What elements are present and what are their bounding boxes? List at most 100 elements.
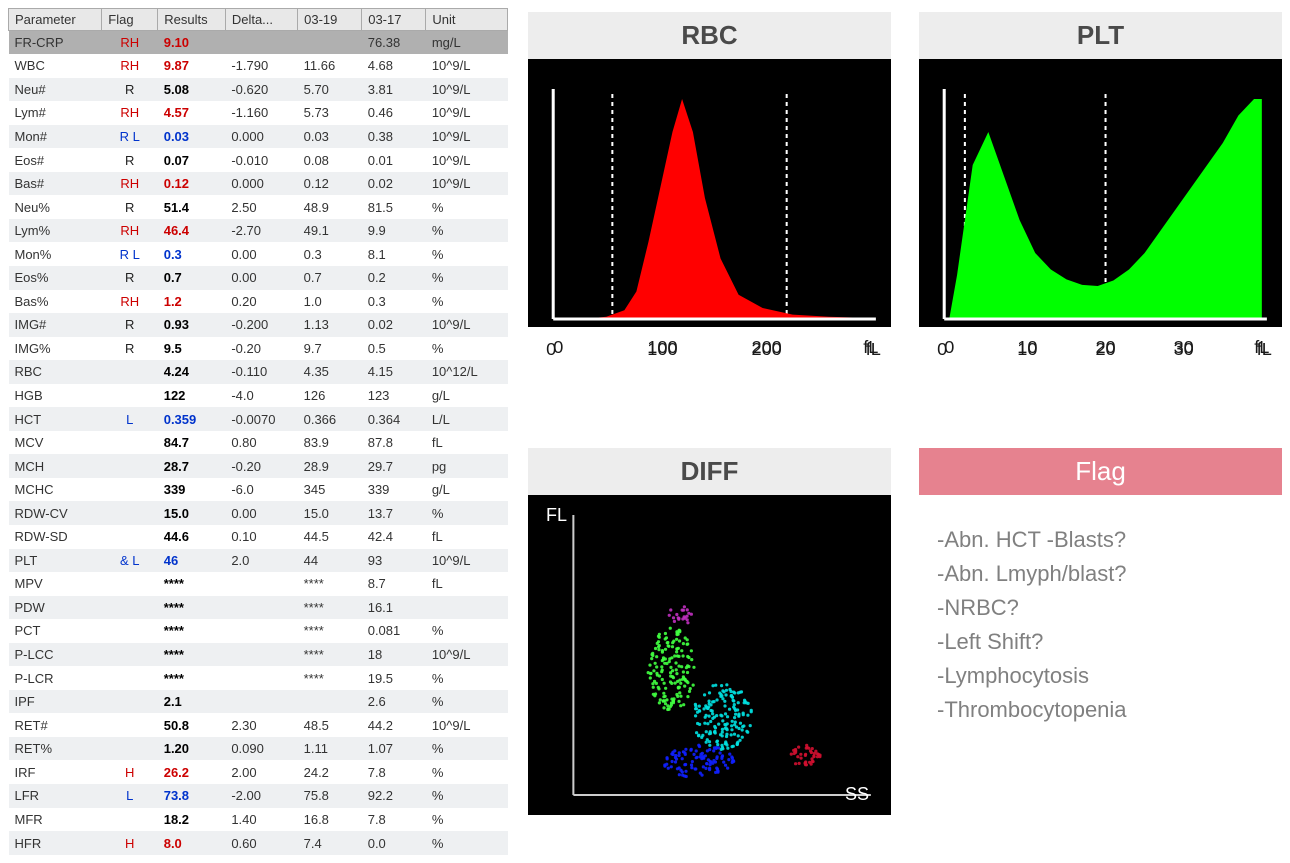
table-row[interactable]: RET%1.200.0901.111.07% [9, 737, 508, 761]
column-header[interactable]: Delta... [225, 9, 297, 31]
table-cell: -0.20 [225, 454, 297, 478]
table-row[interactable]: HGB122-4.0126123g/L [9, 384, 508, 408]
table-row[interactable]: MCV84.70.8083.987.8fL [9, 431, 508, 455]
table-cell: **** [158, 619, 226, 643]
column-header[interactable]: Unit [426, 9, 508, 31]
column-header[interactable]: 03-17 [362, 9, 426, 31]
table-row[interactable]: PLT& L462.0449310^9/L [9, 549, 508, 573]
table-row[interactable]: MCHC339-6.0345339g/L [9, 478, 508, 502]
table-cell: HGB [9, 384, 102, 408]
table-cell: 0.7 [158, 266, 226, 290]
table-cell: -1.160 [225, 101, 297, 125]
table-cell: 7.4 [298, 831, 362, 855]
table-cell [102, 478, 158, 502]
table-cell: 29.7 [362, 454, 426, 478]
table-row[interactable]: P-LCC********1810^9/L [9, 643, 508, 667]
table-row[interactable]: PDW********16.1 [9, 596, 508, 620]
table-cell: 0.359 [158, 407, 226, 431]
table-row[interactable]: RDW-CV15.00.0015.013.7% [9, 501, 508, 525]
flag-item: -Left Shift? [937, 625, 1270, 659]
table-cell: 81.5 [362, 195, 426, 219]
table-cell: % [426, 501, 508, 525]
column-header[interactable]: Results [158, 9, 226, 31]
table-row[interactable]: Lym%RH46.4-2.7049.19.9% [9, 219, 508, 243]
table-cell: RDW-CV [9, 501, 102, 525]
table-cell: 0.366 [298, 407, 362, 431]
table-row[interactable]: Eos#R0.07-0.0100.080.0110^9/L [9, 148, 508, 172]
column-header[interactable]: Flag [102, 9, 158, 31]
table-row[interactable]: HCTL0.359-0.00700.3660.364L/L [9, 407, 508, 431]
table-cell: RH [102, 54, 158, 78]
table-cell: 44.6 [158, 525, 226, 549]
table-row[interactable]: Lym#RH4.57-1.1605.730.4610^9/L [9, 101, 508, 125]
table-row[interactable]: P-LCR********19.5% [9, 666, 508, 690]
table-row[interactable]: Mon%R L0.30.000.38.1% [9, 242, 508, 266]
table-row[interactable]: MPV********8.7fL [9, 572, 508, 596]
table-cell: % [426, 195, 508, 219]
table-cell: 0.00 [225, 266, 297, 290]
table-cell [102, 501, 158, 525]
table-row[interactable]: IPF2.12.6% [9, 690, 508, 714]
table-cell: 0.000 [225, 172, 297, 196]
table-row[interactable]: LFRL73.8-2.0075.892.2% [9, 784, 508, 808]
table-cell: 0.10 [225, 525, 297, 549]
table-cell: 26.2 [158, 760, 226, 784]
svg-text:20: 20 [1095, 339, 1115, 359]
table-cell: FR-CRP [9, 31, 102, 55]
table-row[interactable]: Eos%R0.70.000.70.2% [9, 266, 508, 290]
table-cell: 9.9 [362, 219, 426, 243]
table-row[interactable]: Mon#R L0.030.0000.030.3810^9/L [9, 125, 508, 149]
table-cell: 13.7 [362, 501, 426, 525]
plt-title: PLT [919, 12, 1282, 59]
table-cell: **** [158, 572, 226, 596]
table-row[interactable]: RET#50.82.3048.544.210^9/L [9, 713, 508, 737]
table-row[interactable]: HFRH8.00.607.40.0% [9, 831, 508, 855]
table-cell [102, 690, 158, 714]
column-header[interactable]: 03-19 [298, 9, 362, 31]
table-cell [298, 31, 362, 55]
diff-x-axis-label: SS [845, 784, 869, 805]
table-cell: 10^12/L [426, 360, 508, 384]
table-cell: 0.03 [158, 125, 226, 149]
table-cell: **** [298, 596, 362, 620]
table-row[interactable]: RBC4.24-0.1104.354.1510^12/L [9, 360, 508, 384]
table-cell: 7.8 [362, 760, 426, 784]
table-cell: 0.08 [298, 148, 362, 172]
column-header[interactable]: Parameter [9, 9, 102, 31]
table-cell: -0.110 [225, 360, 297, 384]
table-row[interactable]: WBCRH9.87-1.79011.664.6810^9/L [9, 54, 508, 78]
results-table[interactable]: ParameterFlagResultsDelta...03-1903-17Un… [8, 8, 508, 855]
table-cell: 48.5 [298, 713, 362, 737]
table-cell: L [102, 784, 158, 808]
table-cell: % [426, 808, 508, 832]
table-row[interactable]: MFR18.21.4016.87.8% [9, 808, 508, 832]
table-cell: R [102, 148, 158, 172]
table-row[interactable]: PCT********0.081% [9, 619, 508, 643]
svg-text:0: 0 [546, 339, 556, 359]
table-cell: 0.00 [225, 242, 297, 266]
table-row[interactable]: Neu#R5.08-0.6205.703.8110^9/L [9, 78, 508, 102]
table-row[interactable]: IRFH26.22.0024.27.8% [9, 760, 508, 784]
table-cell: g/L [426, 384, 508, 408]
diff-title: DIFF [528, 448, 891, 495]
table-cell: 84.7 [158, 431, 226, 455]
table-cell [102, 384, 158, 408]
table-cell: 83.9 [298, 431, 362, 455]
table-cell: Bas% [9, 290, 102, 314]
table-cell: Eos% [9, 266, 102, 290]
table-cell: RDW-SD [9, 525, 102, 549]
table-row[interactable]: RDW-SD44.60.1044.542.4fL [9, 525, 508, 549]
table-cell: L [102, 407, 158, 431]
table-row[interactable]: Bas#RH0.120.0000.120.0210^9/L [9, 172, 508, 196]
table-row[interactable]: IMG#R0.93-0.2001.130.0210^9/L [9, 313, 508, 337]
table-row[interactable]: Neu%R51.42.5048.981.5% [9, 195, 508, 219]
table-row[interactable]: IMG%R9.5-0.209.70.5% [9, 337, 508, 361]
table-cell: 0.02 [362, 313, 426, 337]
table-cell: 0.80 [225, 431, 297, 455]
plots-panel: RBC 0100200fL0100200fL PLT 0102030fL0102… [528, 8, 1282, 855]
table-cell: 9.87 [158, 54, 226, 78]
table-row[interactable]: FR-CRPRH9.1076.38mg/L [9, 31, 508, 55]
table-row[interactable]: MCH28.7-0.2028.929.7pg [9, 454, 508, 478]
table-cell: 44.5 [298, 525, 362, 549]
table-row[interactable]: Bas%RH1.20.201.00.3% [9, 290, 508, 314]
